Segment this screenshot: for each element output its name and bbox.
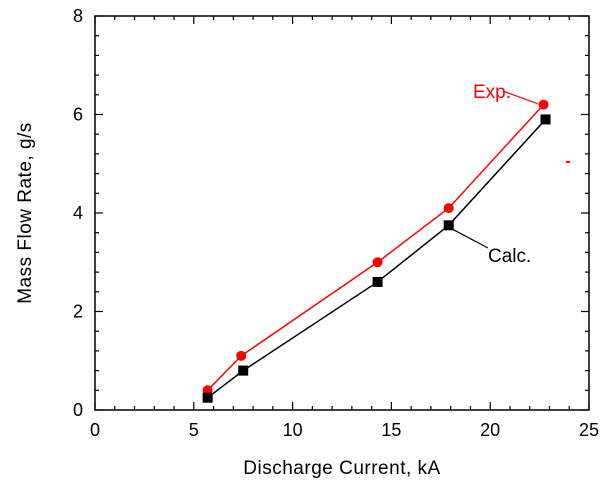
data-point-1 bbox=[202, 392, 213, 403]
data-point-1 bbox=[238, 365, 249, 376]
x-tick-label: 0 bbox=[90, 420, 100, 440]
x-tick-label: 20 bbox=[480, 420, 500, 440]
data-point-0 bbox=[538, 99, 549, 110]
exp-leader-line bbox=[502, 90, 538, 105]
plot-area-frame bbox=[94, 15, 590, 411]
data-point-0 bbox=[236, 350, 247, 361]
y-tick-label: 4 bbox=[73, 203, 83, 223]
x-tick-label: 5 bbox=[189, 420, 199, 440]
y-tick-label: 6 bbox=[73, 105, 83, 125]
x-tick-label: 15 bbox=[381, 420, 401, 440]
y-tick-label: 8 bbox=[73, 6, 83, 26]
data-point-0 bbox=[443, 203, 454, 214]
data-point-1 bbox=[540, 114, 551, 125]
stray-red-mark bbox=[566, 161, 570, 163]
series-layer bbox=[202, 99, 551, 403]
calc-series-label: Calc. bbox=[488, 246, 531, 267]
tick-labels: 0 5 10 15 20 25 0 2 4 6 8 bbox=[73, 6, 599, 440]
x-axis-title: Discharge Current, kA bbox=[243, 458, 440, 479]
calc-leader-line bbox=[452, 228, 489, 249]
exp-series-label: Exp. bbox=[473, 82, 511, 103]
data-point-1 bbox=[372, 276, 383, 287]
y-axis-title: Mass Flow Rate, g/s bbox=[15, 122, 36, 304]
x-tick-label: 25 bbox=[579, 420, 599, 440]
data-point-1 bbox=[443, 220, 454, 231]
data-point-0 bbox=[372, 257, 383, 268]
y-tick-label: 2 bbox=[73, 302, 83, 322]
x-tick-label: 10 bbox=[283, 420, 303, 440]
axis-ticks bbox=[94, 15, 590, 411]
y-tick-label: 0 bbox=[73, 400, 83, 420]
